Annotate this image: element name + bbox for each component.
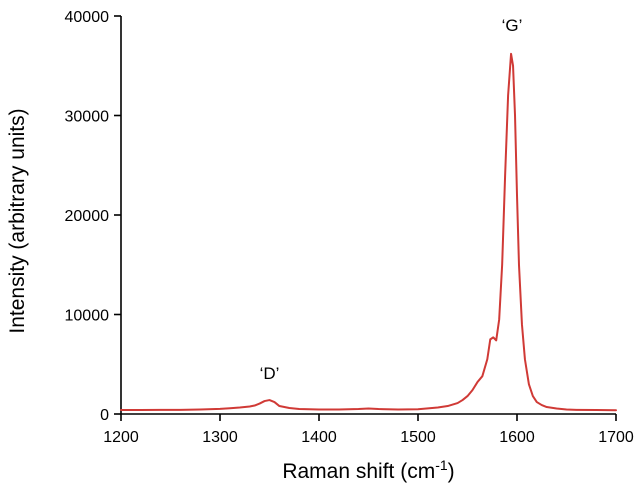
x-tick-label: 1500	[400, 429, 436, 446]
spectrum-line	[120, 52, 617, 412]
x-tick-label: 1400	[301, 429, 337, 446]
y-axis-title: Intensity (arbitrary units)	[6, 108, 29, 333]
y-tick-label: 0	[100, 407, 109, 424]
y-axis-ticks: 0 10000 20000 30000 40000	[65, 9, 121, 424]
x-tick-label: 1300	[202, 429, 238, 446]
x-axis-title-main: Raman shift (cm	[282, 460, 435, 483]
y-tick-label: 40000	[65, 9, 110, 26]
y-tick-label: 20000	[65, 208, 110, 225]
peak-annotations: ‘D’ ‘G’	[260, 16, 523, 383]
x-axis-title-suffix: )	[448, 460, 455, 483]
y-tick-label: 30000	[65, 109, 110, 126]
x-tick-label: 1200	[103, 429, 139, 446]
x-tick-label: 1700	[598, 429, 634, 446]
x-axis-title-superscript: -1	[435, 457, 448, 473]
x-axis-ticks: 1200 1300 1400 1500 1600 1700	[103, 414, 634, 446]
x-axis-title: Raman shift (cm-1)	[282, 457, 454, 483]
peak-label: ‘D’	[260, 364, 280, 383]
x-tick-label: 1600	[499, 429, 535, 446]
y-tick-label: 10000	[65, 308, 110, 325]
peak-label: ‘G’	[502, 16, 523, 35]
